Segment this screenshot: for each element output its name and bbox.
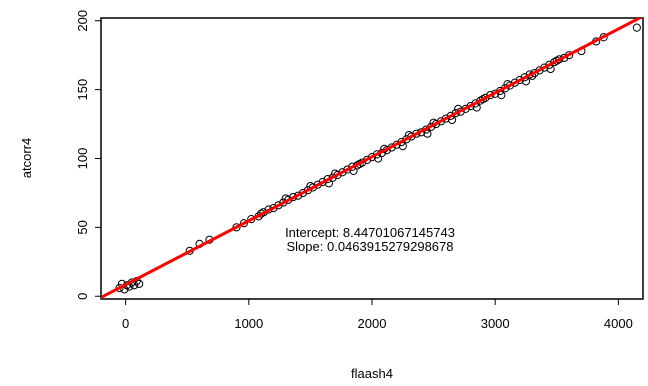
data-point-13 (239, 219, 248, 228)
x-tick-label-0: 0 (122, 316, 129, 331)
x-tick-label-2000: 2000 (358, 316, 387, 331)
regression-line (101, 18, 643, 299)
regression-line-layer (101, 18, 643, 299)
intercept-annotation: Intercept: 8.44701067145743 (285, 225, 455, 240)
data-point-8 (135, 279, 144, 288)
data-point-19 (274, 201, 283, 210)
data-point-18 (269, 203, 278, 213)
data-point-53 (441, 114, 451, 123)
data-point-81 (632, 23, 641, 32)
x-tick-label-3000: 3000 (481, 316, 510, 331)
y-axis-title: atcorr4 (19, 138, 34, 178)
x-tick-label-1000: 1000 (234, 316, 263, 331)
slope-annotation: Slope: 0.0463915279298678 (287, 239, 454, 254)
y-tick-label-50: 50 (75, 220, 90, 234)
x-axis-title: flaash4 (351, 366, 393, 381)
data-point-54 (446, 111, 455, 120)
y-tick-label-100: 100 (75, 148, 90, 170)
y-tick-label-0: 0 (75, 293, 90, 300)
y-axis: 0 50 100 150 200 (75, 10, 101, 300)
plot-area (100, 17, 644, 300)
x-tick-label-4000: 4000 (604, 316, 633, 331)
data-point-74 (545, 60, 554, 69)
data-point-103 (497, 91, 506, 100)
data-point-100 (423, 129, 432, 138)
data-point-33 (343, 165, 352, 174)
y-tick-label-200: 200 (75, 10, 90, 32)
y-tick-label-150: 150 (75, 79, 90, 101)
data-point-91 (478, 95, 487, 104)
data-point-39 (372, 150, 382, 159)
data-point-68 (515, 75, 524, 85)
x-axis: 0 1000 2000 3000 4000 (122, 299, 633, 331)
data-point-25 (303, 186, 313, 195)
